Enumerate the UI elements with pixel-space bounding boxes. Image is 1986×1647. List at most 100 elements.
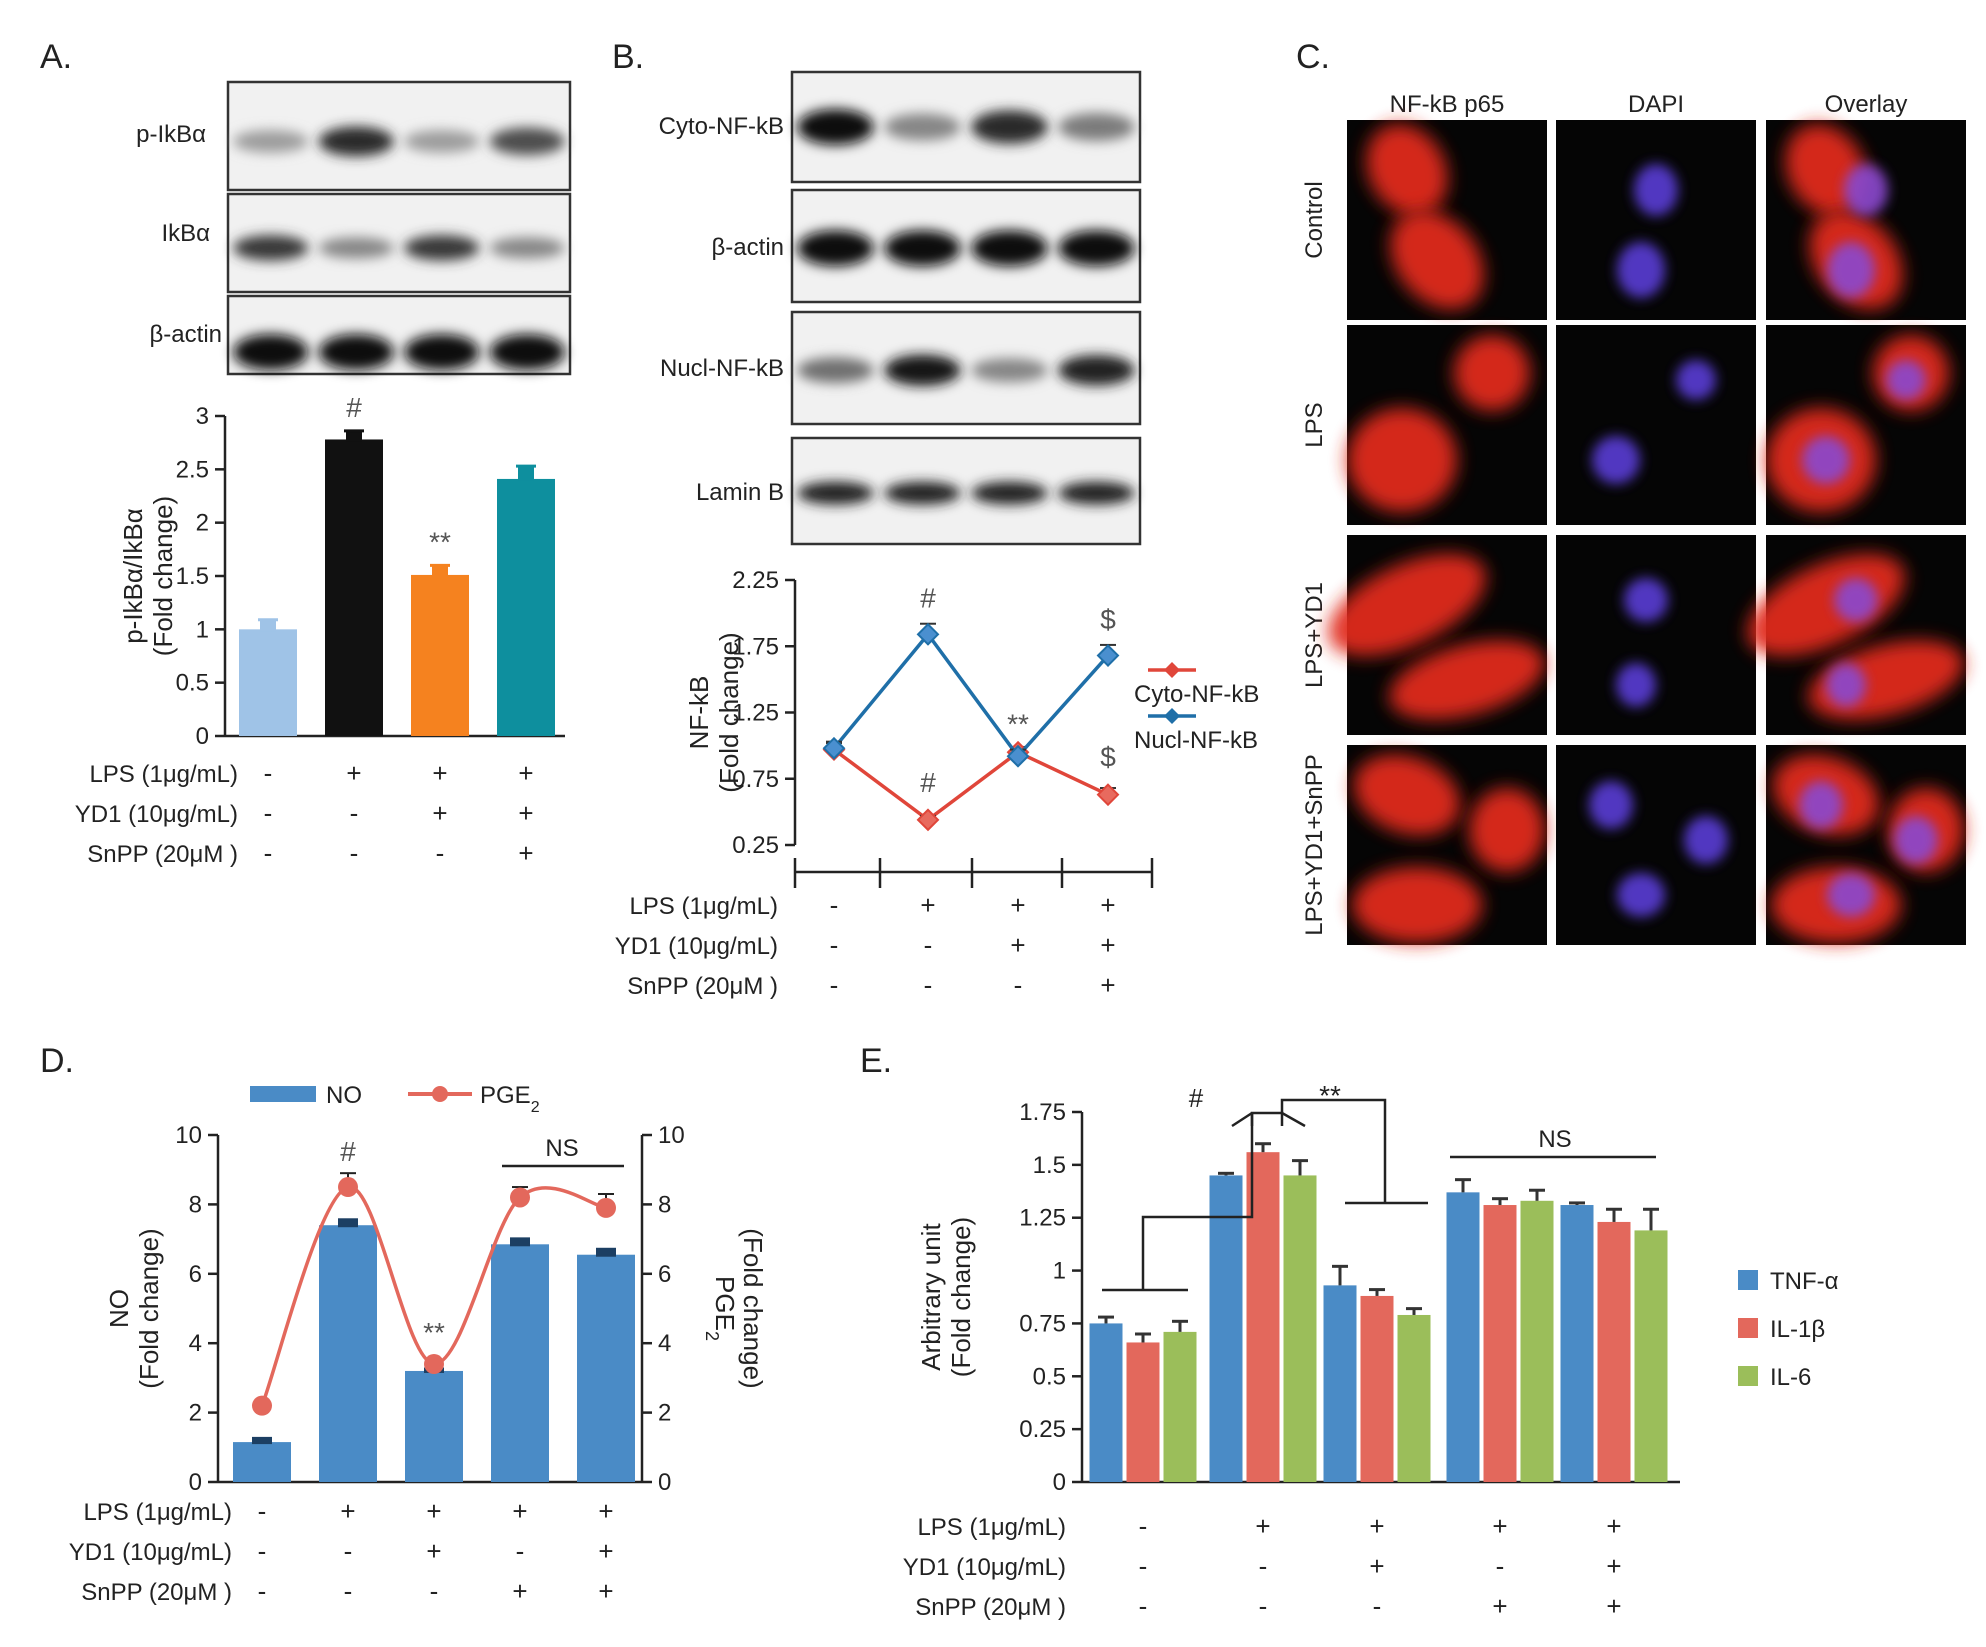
panel-b-condition-sign: + <box>920 890 935 920</box>
panel-e-bar <box>1360 1295 1394 1482</box>
panel-a-p-ikba-blot-band <box>404 130 480 153</box>
panel-c-image-background <box>1556 325 1756 525</box>
panel-c-column-label: Overlay <box>1825 91 1908 118</box>
panel-d-bar <box>233 1442 291 1482</box>
panel-e-bar <box>1397 1314 1431 1482</box>
panel-d-y-tick-label: 2 <box>189 1400 202 1427</box>
panel-d-bar <box>577 1254 635 1482</box>
panel-b-nucl-blot-band <box>1058 354 1135 386</box>
panel-c-nucleus <box>1799 781 1843 829</box>
panel-c-cell <box>1353 754 1461 836</box>
panel-c-nucleus <box>1827 873 1875 917</box>
panel-a-blot-label: p-IkBα <box>136 121 206 148</box>
panel-a-actin-blot-band <box>318 334 394 371</box>
panel-a-significance-mark: # <box>346 392 362 423</box>
panel-c-letter: C. <box>1296 38 1330 76</box>
panel-c-image <box>1556 325 1756 525</box>
panel-d-y2-label: (Fold change) <box>738 1228 768 1388</box>
panel-b-condition-sign: + <box>1100 970 1115 1000</box>
panel-b-condition-sign: - <box>924 930 933 960</box>
panel-b-condition-sign: - <box>830 890 839 920</box>
panel-a-condition-label: SnPP (20μM ) <box>87 841 238 868</box>
panel-a-condition-sign: + <box>518 798 533 828</box>
panel-d-condition-sign: + <box>598 1536 613 1566</box>
panel-a-western-blots: p-IkBα IkBα β-actin <box>136 80 572 376</box>
panel-b-significance-mark: $ <box>1100 742 1116 773</box>
panel-e-condition-label: LPS (1μg/mL) <box>917 1514 1066 1541</box>
panel-b-condition-sign: - <box>924 970 933 1000</box>
panel-d-right-y-tick-label: 10 <box>658 1122 685 1149</box>
panel-d-error-bar <box>596 1247 616 1257</box>
panel-d-y2-label: PGE2 <box>702 1276 740 1341</box>
panel-e-y-label: (Fold change) <box>946 1217 976 1377</box>
panel-d-condition-sign: - <box>344 1536 353 1566</box>
panel-a-y-tick-label: 0.5 <box>176 670 209 697</box>
panel-b-significance-mark: $ <box>1100 604 1116 635</box>
panel-b-condition-sign: + <box>1100 890 1115 920</box>
panel-a-ikba-blot-band <box>318 237 394 259</box>
panel-e-chart: 0 0.25 0.5 0.75 1 1.25 1.5 1.75 # ** NS TNF-α IL-1β I… <box>903 1080 1839 1621</box>
panel-a-condition-sign: + <box>346 758 361 788</box>
panel-c-cell <box>1454 335 1530 411</box>
panel-e-condition-sign: - <box>1496 1551 1505 1581</box>
panel-b-cyto-blot-band <box>971 110 1048 144</box>
panel-e-y-tick-label: 1.5 <box>1033 1152 1066 1179</box>
panel-e-letter: E. <box>860 1042 892 1080</box>
panel-e-condition-sign: + <box>1606 1591 1621 1621</box>
panel-e-condition-sign: + <box>1492 1511 1507 1541</box>
panel-c-row-label: LPS+YD1+SnPP <box>1301 754 1328 935</box>
panel-e-condition-sign: - <box>1373 1591 1382 1621</box>
panel-d-pge2-point <box>510 1187 530 1208</box>
panel-b-condition-sign: - <box>1014 970 1023 1000</box>
panel-c-image <box>1747 535 1966 735</box>
panel-a-condition-label: LPS (1μg/mL) <box>89 761 238 788</box>
panel-d-y-tick-label: 4 <box>189 1330 202 1357</box>
panel-d-y-label: NO <box>104 1289 134 1328</box>
panel-b-data-point <box>822 736 846 760</box>
panel-e-bar <box>1560 1205 1594 1482</box>
panel-c-cell <box>1747 553 1905 657</box>
panel-d-significance-mark: # <box>340 1136 356 1167</box>
panel-a-condition-label: YD1 (10μg/mL) <box>75 801 238 828</box>
panel-d-condition-sign: + <box>512 1496 527 1526</box>
panel-a-y-tick-label: 1.5 <box>176 563 209 590</box>
panel-b-data-point <box>916 808 940 832</box>
panel-a-bar <box>239 629 297 736</box>
panel-c-column-label: NF-kB p65 <box>1390 91 1505 118</box>
panel-c-nucleus <box>1826 663 1866 707</box>
panel-a-y-tick-label: 1 <box>196 616 209 643</box>
panel-e-condition-sign: - <box>1139 1591 1148 1621</box>
panel-a-bar <box>325 439 383 736</box>
panel-d-legend-marker-pge2 <box>432 1086 448 1102</box>
panel-e-bracket <box>1250 1111 1284 1126</box>
panel-d-condition-sign: - <box>516 1536 525 1566</box>
panel-a-actin-blot-band <box>404 334 480 371</box>
panel-e-legend-label: TNF-α <box>1770 1268 1839 1295</box>
panel-e-legend-swatch <box>1738 1318 1758 1338</box>
panel-b-legend-marker <box>1164 708 1180 724</box>
panel-b-y-tick-label: 0.25 <box>732 832 779 859</box>
panel-b-condition-label: LPS (1μg/mL) <box>629 893 778 920</box>
panel-b-significance-mark: ** <box>1007 709 1029 740</box>
panel-e-y-tick-label: 0.25 <box>1019 1416 1066 1443</box>
panel-b-cyto-blot-band <box>884 113 961 141</box>
panel-d-condition-label: LPS (1μg/mL) <box>83 1499 232 1526</box>
panel-a-y-tick-label: 3 <box>196 403 209 430</box>
panel-a-letter: A. <box>40 38 72 76</box>
panel-e-condition-sign: + <box>1606 1551 1621 1581</box>
panel-b-significance-mark: # <box>920 583 936 614</box>
panel-c-nucleus <box>1886 360 1926 400</box>
panel-d-condition-sign: - <box>258 1536 267 1566</box>
panel-e-condition-sign: + <box>1369 1511 1384 1541</box>
panel-c-nucleus <box>1894 816 1938 864</box>
panel-b-y-label: (Fold change) <box>714 632 744 792</box>
panel-c-cell <box>1352 867 1482 943</box>
panel-c-column-label: DAPI <box>1628 91 1684 118</box>
panel-b-letter: B. <box>612 38 644 76</box>
panel-a-condition-sign: + <box>518 838 533 868</box>
panel-c-image <box>1347 745 1547 945</box>
panel-e-bracket <box>1141 1113 1254 1289</box>
panel-c-image <box>1347 325 1547 525</box>
panel-c-row-label: LPS <box>1301 402 1328 447</box>
